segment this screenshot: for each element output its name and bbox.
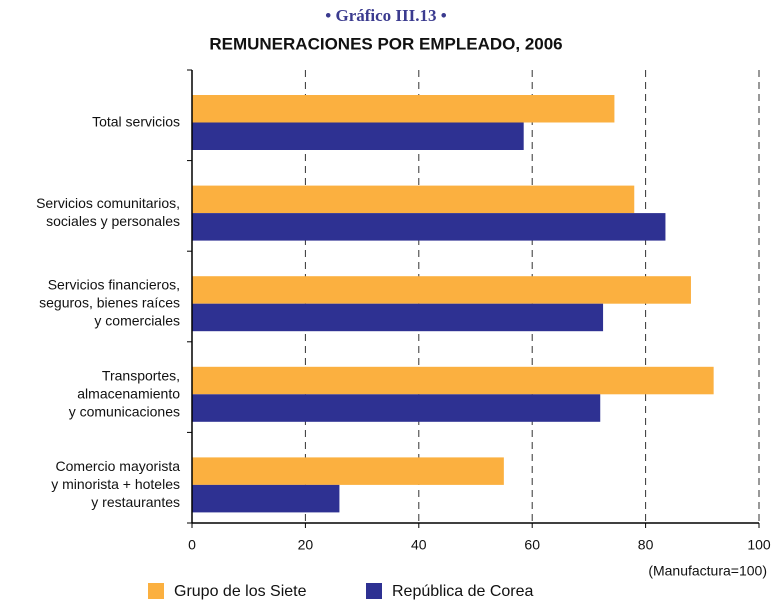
legend-swatch xyxy=(148,583,164,599)
y-tick-label: Servicios comunitarios, sociales y person… xyxy=(36,195,180,229)
y-tick-label-line: y comerciales xyxy=(94,312,180,328)
bar xyxy=(192,213,666,241)
legend-label: República de Corea xyxy=(392,583,534,600)
y-tick-label-line: y minorista + hoteles xyxy=(51,476,180,492)
y-tick-label-line: sociales y personales xyxy=(46,213,180,229)
bar xyxy=(192,394,601,422)
y-tick-label-line: almacenamiento xyxy=(77,385,180,401)
x-tick-label: 20 xyxy=(298,537,314,553)
bar xyxy=(192,303,604,332)
x-tick-label: 80 xyxy=(638,537,654,553)
y-tick-label-line: y restaurantes xyxy=(91,494,180,510)
x-tick-label: 40 xyxy=(411,537,427,553)
chart-supertitle: • Gráfico III.13 • xyxy=(325,6,446,25)
legend-swatch xyxy=(366,583,382,599)
y-tick-label-line: Comercio mayorista xyxy=(56,458,181,474)
x-tick-label: 100 xyxy=(747,537,771,553)
bar xyxy=(192,366,714,395)
y-tick-label-line: y comunicaciones xyxy=(69,403,180,419)
y-tick-label: Total servicios xyxy=(92,113,180,129)
x-axis-label: (Manufactura=100) xyxy=(648,563,767,579)
legend-label: Grupo de los Siete xyxy=(174,583,307,600)
bar xyxy=(192,276,691,304)
x-tick-label: 60 xyxy=(524,537,540,553)
y-tick-label-line: Transportes, xyxy=(102,367,180,383)
y-tick-label-line: Total servicios xyxy=(92,113,180,129)
y-tick-label-line: Servicios comunitarios, xyxy=(36,195,180,211)
bar xyxy=(192,95,615,123)
chart-title: REMUNERACIONES POR EMPLEADO, 2006 xyxy=(209,34,562,53)
y-tick-label: Transportes, almacenamiento y comunicacion… xyxy=(69,367,180,419)
y-tick-label: Servicios financieros, seguros, bienes ra… xyxy=(39,276,180,328)
bar xyxy=(192,122,524,150)
x-tick-label: 0 xyxy=(188,537,196,553)
y-tick-label: Comercio mayorista y minorista + hoteles y… xyxy=(51,458,180,510)
y-tick-label-line: seguros, bienes raíces xyxy=(39,294,180,310)
bar xyxy=(192,484,340,513)
bar xyxy=(192,185,635,214)
y-tick-label-line: Servicios financieros, xyxy=(48,276,180,292)
bar xyxy=(192,457,504,485)
